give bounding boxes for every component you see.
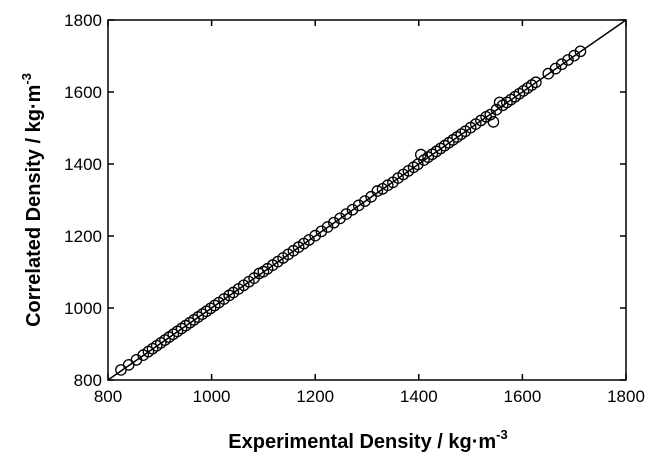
plot-area-frame [107,19,627,381]
data-point [352,199,365,212]
data-point [309,229,322,242]
x-tick-label-5: 1800 [607,387,645,406]
y-tick-label-3: 1400 [64,155,102,174]
x-tick-label-3: 1400 [400,387,438,406]
data-point [115,364,127,376]
y-tick-labels: 800 1000 1200 1400 1600 1800 [64,11,102,390]
data-point [346,203,359,216]
x-tick-labels: 800 1000 1200 1400 1600 1800 [94,387,645,406]
data-point [493,96,506,109]
data-point [487,116,500,128]
data-point [321,221,334,233]
x-axis-title-superscript: -3 [496,427,508,442]
data-point [562,54,574,66]
y-tick-label-4: 1600 [64,83,102,102]
data-point [303,234,315,246]
y-axis-title-text: Correlated Density / kg·m [23,85,45,327]
data-point [359,195,371,207]
x-axis-title-text: Experimental Density / kg·m [228,431,496,453]
data-point [549,62,562,75]
x-tick-label-1: 1000 [193,387,231,406]
data-point [490,103,503,116]
data-point [555,58,568,71]
y-tick-label-2: 1200 [64,227,102,246]
data-point [574,45,587,58]
data-point [315,225,328,238]
x-tick-label-0: 800 [94,387,122,406]
data-point [530,76,542,89]
y-tick-label-5: 1800 [64,11,102,30]
y-axis-title-superscript: -3 [19,73,34,85]
data-point [340,208,353,220]
data-point [568,49,581,62]
data-point [327,216,340,229]
data-point [334,212,346,225]
y-tick-label-1: 1000 [64,299,102,318]
data-points-layer [115,45,587,376]
y-axis-title: Correlated Density / kg·m-3 [19,73,45,327]
x-axis-title: Experimental Density / kg·m-3 [228,427,507,453]
data-point [371,185,384,197]
x-tick-label-4: 1600 [503,387,541,406]
x-tick-label-2: 1200 [296,387,334,406]
y-tick-label-0: 800 [74,371,102,390]
